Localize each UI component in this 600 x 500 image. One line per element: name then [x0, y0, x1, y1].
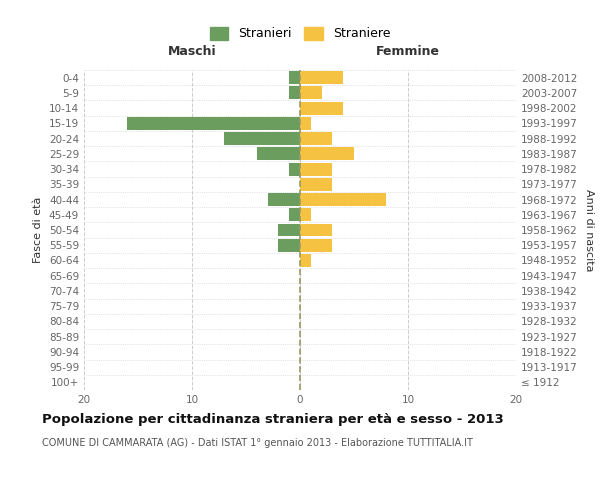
Bar — [300, 132, 332, 145]
Bar — [300, 148, 354, 160]
Bar — [289, 208, 300, 221]
Bar — [224, 132, 300, 145]
Bar — [278, 224, 300, 236]
Bar — [300, 102, 343, 114]
Y-axis label: Fasce di età: Fasce di età — [34, 197, 43, 263]
Bar — [300, 254, 311, 267]
Bar — [278, 239, 300, 252]
Bar — [257, 148, 300, 160]
Bar — [300, 208, 311, 221]
Bar — [300, 117, 311, 130]
Bar — [300, 178, 332, 191]
Text: Maschi: Maschi — [167, 45, 217, 58]
Bar — [289, 86, 300, 100]
Bar — [300, 239, 332, 252]
Bar — [300, 224, 332, 236]
Bar — [300, 193, 386, 206]
Y-axis label: Anni di nascita: Anni di nascita — [584, 188, 594, 271]
Legend: Stranieri, Straniere: Stranieri, Straniere — [205, 22, 395, 46]
Bar — [300, 71, 343, 84]
Text: COMUNE DI CAMMARATA (AG) - Dati ISTAT 1° gennaio 2013 - Elaborazione TUTTITALIA.: COMUNE DI CAMMARATA (AG) - Dati ISTAT 1°… — [42, 438, 473, 448]
Text: Popolazione per cittadinanza straniera per età e sesso - 2013: Popolazione per cittadinanza straniera p… — [42, 412, 504, 426]
Bar — [268, 193, 300, 206]
Bar — [127, 117, 300, 130]
Text: Femmine: Femmine — [376, 45, 440, 58]
Bar — [300, 162, 332, 175]
Bar — [300, 86, 322, 100]
Bar — [289, 162, 300, 175]
Bar — [289, 71, 300, 84]
